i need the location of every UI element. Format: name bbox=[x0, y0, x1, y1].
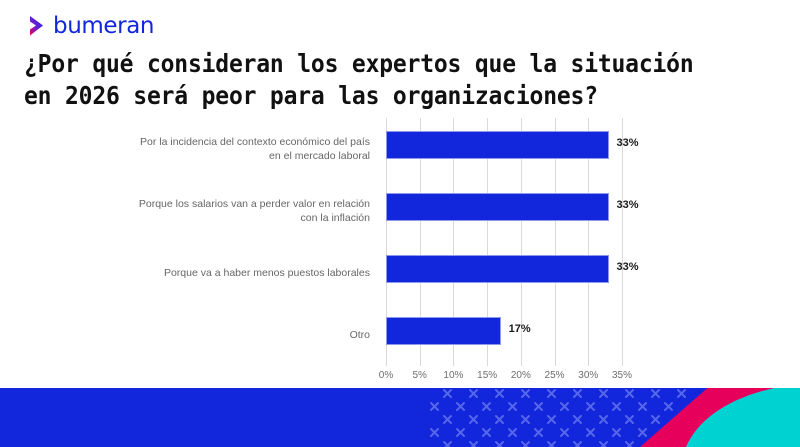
bar-rows: 33% 33% 33% 17% bbox=[386, 118, 639, 366]
category-label-text: Por la incidencia del contexto económico… bbox=[140, 135, 370, 162]
brand-name: bumeran bbox=[53, 12, 155, 39]
category-label-3: Otro bbox=[120, 304, 370, 366]
page-title: ¿Por qué consideran los expertos que la … bbox=[24, 49, 694, 110]
gridline bbox=[622, 118, 623, 366]
bar[interactable] bbox=[386, 131, 609, 159]
brand-logo: bumeran bbox=[26, 14, 154, 38]
bar[interactable] bbox=[386, 193, 609, 221]
gridline bbox=[453, 118, 455, 366]
x-axis-tick: 30% bbox=[578, 370, 599, 381]
chevron-right-icon bbox=[30, 16, 43, 36]
gridline bbox=[487, 118, 489, 366]
bar-value-label: 33% bbox=[616, 261, 639, 273]
category-label-1: Porque los salarios van a perder valor e… bbox=[120, 180, 370, 242]
category-label-2: Porque va a haber menos puestos laborale… bbox=[120, 242, 370, 304]
category-label-0: Por la incidencia del contexto económico… bbox=[120, 118, 370, 180]
footer-banner bbox=[0, 388, 800, 447]
gridline bbox=[386, 118, 387, 366]
x-axis: 0% 5% 10% 15% 20% 25% 30% 35% bbox=[379, 370, 632, 388]
bar-value-label: 33% bbox=[616, 199, 639, 211]
x-axis-tick: 0% bbox=[378, 370, 394, 381]
gridline bbox=[520, 118, 522, 366]
category-label-text: Otro bbox=[349, 328, 370, 341]
plot-area: 33% 33% 33% 17% bbox=[386, 118, 639, 366]
category-axis: Por la incidencia del contexto económico… bbox=[120, 118, 376, 366]
gridline bbox=[588, 118, 590, 366]
x-axis-tick: 15% bbox=[477, 370, 498, 381]
gridline bbox=[554, 118, 556, 366]
bar[interactable] bbox=[386, 317, 501, 345]
bar-value-label: 33% bbox=[616, 137, 639, 149]
x-axis-tick: 20% bbox=[510, 370, 531, 381]
bar-value-label: 17% bbox=[508, 323, 531, 335]
bar-row: 33% bbox=[386, 180, 639, 242]
category-label-text: Porque los salarios van a perder valor e… bbox=[138, 197, 370, 224]
x-axis-tick: 5% bbox=[412, 370, 427, 381]
x-axis-tick: 35% bbox=[611, 370, 633, 381]
bar[interactable] bbox=[386, 255, 609, 283]
bar-row: 33% bbox=[386, 118, 639, 180]
bar-row: 17% bbox=[386, 304, 622, 366]
x-axis-tick: 25% bbox=[544, 370, 565, 381]
footer-banner-graphic bbox=[0, 388, 800, 447]
gridline bbox=[419, 118, 421, 366]
x-axis-tick: 10% bbox=[443, 370, 464, 381]
bar-row: 33% bbox=[386, 242, 639, 304]
bar-chart: Por la incidencia del contexto económico… bbox=[0, 118, 800, 386]
category-label-text: Porque va a haber menos puestos laborale… bbox=[163, 266, 370, 279]
